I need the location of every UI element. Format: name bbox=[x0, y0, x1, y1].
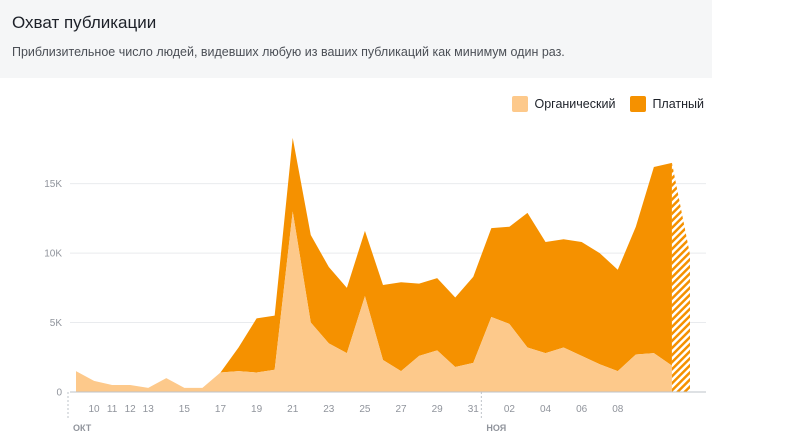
x-tick-label: 12 bbox=[125, 404, 137, 415]
x-tick-label: 15 bbox=[179, 404, 191, 415]
y-tick-label: 0 bbox=[56, 388, 62, 399]
legend-item-organic[interactable]: Органический bbox=[512, 96, 615, 112]
x-tick-label: 06 bbox=[576, 404, 588, 415]
x-tick-label: 02 bbox=[504, 404, 516, 415]
chart-legend: Органический Платный bbox=[497, 96, 704, 112]
x-tick-label: 25 bbox=[359, 404, 371, 415]
legend-label-paid: Платный bbox=[652, 97, 704, 111]
x-tick-label: 04 bbox=[540, 404, 552, 415]
x-tick-label: 08 bbox=[612, 404, 624, 415]
x-tick-label: 27 bbox=[395, 404, 407, 415]
x-tick-label: 29 bbox=[432, 404, 444, 415]
legend-swatch-organic bbox=[512, 96, 529, 112]
x-tick-label: 11 bbox=[107, 404, 118, 415]
x-tick-label: 31 bbox=[468, 404, 480, 415]
month-label: ОКТ bbox=[73, 423, 92, 433]
area-organic bbox=[76, 211, 672, 392]
x-tick-label: 23 bbox=[323, 404, 335, 415]
legend-label-organic: Органический bbox=[534, 97, 616, 111]
area-incomplete bbox=[671, 162, 690, 392]
y-tick-label: 15K bbox=[44, 179, 62, 190]
x-tick-label: 17 bbox=[215, 404, 227, 415]
y-tick-label: 10K bbox=[44, 249, 62, 260]
legend-item-paid[interactable]: Платный bbox=[630, 96, 704, 112]
x-tick-label: 21 bbox=[287, 404, 299, 415]
header: Охват публикации Приблизительное число л… bbox=[0, 0, 712, 78]
page-subtitle: Приблизительное число людей, видевших лю… bbox=[12, 45, 565, 59]
x-tick-label: 10 bbox=[88, 404, 100, 415]
legend-swatch-paid bbox=[630, 96, 647, 112]
x-tick-label: 13 bbox=[143, 404, 155, 415]
month-label: НОЯ bbox=[486, 423, 506, 433]
x-tick-label: 19 bbox=[251, 404, 263, 415]
page-title: Охват публикации bbox=[12, 13, 157, 32]
area-paid bbox=[76, 137, 672, 388]
y-tick-label: 5K bbox=[50, 318, 63, 329]
